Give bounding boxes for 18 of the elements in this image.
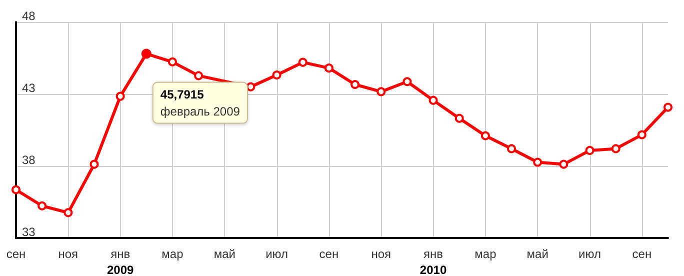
x-tick-label: сен [319,247,339,261]
x-tick-label: июл [266,247,288,261]
y-tick-label: 43 [22,81,36,95]
x-tick-label: ноя [58,247,78,261]
annotation: 45,7915 февраль 2009 [160,87,240,118]
y-tick-label: 33 [22,225,36,239]
x-tick-label: июл [578,247,601,261]
x-tick-label: янв 2010 [420,247,447,276]
y-tick-label: 38 [22,153,36,167]
x-tick-label: сен [632,247,652,261]
x-tick-label: мар [162,247,184,261]
x-tick-label: ноя [371,247,392,261]
x-tick-label: сен [6,247,26,261]
y-tick-label: 48 [22,9,36,23]
x-tick-label: янв 2009 [106,247,134,276]
x-tick-label: мар [474,247,497,261]
x-tick-label: май [526,247,548,261]
x-tick-label: май [214,247,236,261]
